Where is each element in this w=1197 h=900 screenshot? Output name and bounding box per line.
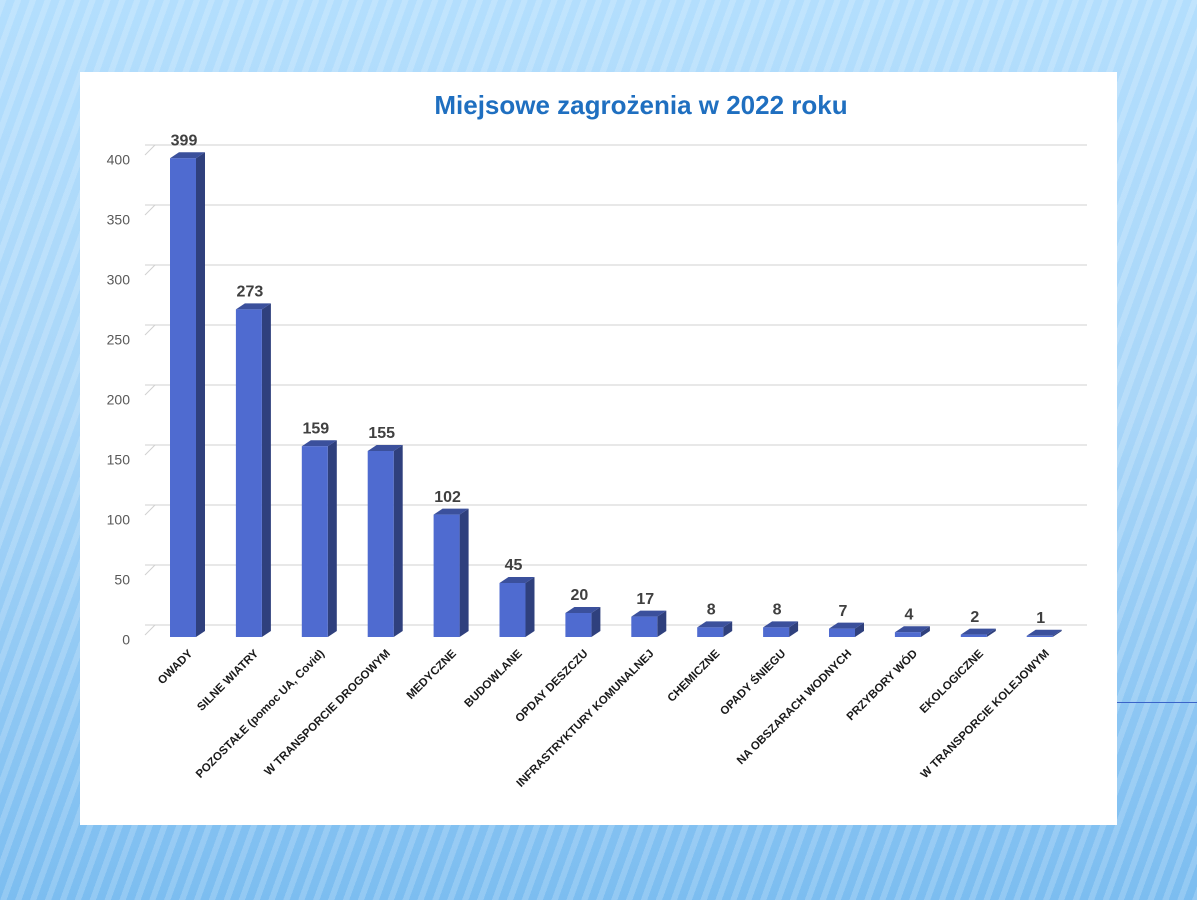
bar (763, 627, 790, 637)
x-tick-label: INFRASTRYKTURY KOMUNALNEJ (515, 648, 657, 790)
x-tick-label: OPDAY DESZCZU (513, 648, 590, 725)
x-tick-label: W TRANSPORCIE DROGOWYM (263, 648, 393, 778)
y-tick-label: 300 (107, 272, 131, 288)
bar-top (763, 621, 799, 628)
data-label: 273 (237, 284, 264, 301)
bar-top (367, 445, 403, 451)
bar-side (723, 621, 733, 637)
grid-line (144, 264, 156, 276)
bar (697, 627, 724, 637)
bar-top (894, 626, 930, 633)
bar (829, 628, 855, 637)
grid-line (144, 144, 156, 156)
bar-top (960, 628, 996, 635)
bar (1026, 635, 1053, 637)
data-label: 159 (302, 420, 329, 437)
grid-line (144, 384, 156, 396)
x-tick-label: NA OBSZARACH WODNYCH (735, 648, 854, 767)
bar-top (565, 607, 601, 613)
data-label: 45 (505, 557, 523, 574)
data-label: 102 (434, 489, 461, 506)
y-tick-label: 100 (107, 512, 131, 528)
x-tick-label: PRZYBORY WÓD (844, 647, 920, 723)
bar (235, 309, 262, 637)
data-label: 155 (368, 425, 395, 442)
data-label: 399 (171, 132, 198, 149)
bar-side (459, 508, 469, 637)
data-label: 1 (1036, 610, 1045, 627)
bar-side (393, 445, 403, 637)
bar-top (235, 303, 271, 310)
x-tick-label: BUDOWLANE (463, 648, 525, 710)
bar-top (631, 610, 667, 617)
bar-side (196, 152, 205, 637)
bar-top (1026, 629, 1062, 636)
data-label: 20 (571, 587, 589, 604)
bar (301, 446, 328, 637)
grid-line (144, 204, 156, 216)
bar-top (829, 622, 864, 629)
bar-top (433, 508, 469, 515)
x-tick-label: W TRANSPORCIE KOLEJOWYM (919, 648, 1052, 781)
bar (631, 616, 658, 637)
data-label: 4 (904, 606, 913, 623)
x-tick-label: POZOSTAŁE (pomoc UA, Covid) (194, 648, 327, 781)
bar-side (327, 440, 337, 637)
data-label: 2 (970, 609, 979, 626)
bar-side (261, 303, 271, 637)
decor-line (1117, 702, 1197, 703)
bar-side (789, 621, 799, 637)
bar-side (855, 622, 864, 637)
data-label: 8 (707, 602, 716, 619)
data-label: 17 (636, 591, 654, 608)
bar-side (525, 577, 535, 637)
grid-line (144, 324, 156, 336)
grid-line (144, 444, 156, 456)
x-tick-label: EKOLOGICZNE (918, 648, 986, 716)
x-tick-label: SILNE WIATRY (195, 648, 261, 714)
bar (565, 613, 592, 637)
bar (499, 583, 526, 637)
bar-top (697, 621, 733, 628)
bar (894, 632, 921, 637)
x-tick-label: MEDYCZNE (405, 648, 459, 702)
chart-title: Miejsowe zagrożenia w 2022 roku (434, 90, 847, 120)
bar (170, 158, 196, 637)
y-tick-label: 0 (122, 632, 130, 648)
bar-side (591, 607, 601, 637)
bar-side (920, 626, 930, 637)
y-tick-label: 150 (107, 452, 131, 468)
bar-top (301, 440, 337, 447)
y-tick-label: 50 (114, 572, 130, 588)
grid-line (144, 504, 156, 516)
y-tick-label: 250 (107, 332, 131, 348)
y-tick-label: 350 (107, 212, 131, 228)
bar-side (1052, 629, 1062, 637)
bar-side (986, 628, 996, 637)
bar-top (499, 577, 535, 583)
x-tick-label: OWADY (156, 648, 195, 687)
grid-line (144, 624, 156, 636)
bar-side (657, 610, 667, 637)
x-tick-label: OPADY ŚNIEGU (718, 647, 789, 718)
grid-line (144, 564, 156, 576)
bar-top (170, 152, 205, 159)
bar (433, 514, 460, 637)
data-label: 7 (839, 603, 848, 620)
bar (960, 634, 987, 637)
data-label: 8 (773, 602, 782, 619)
y-tick-label: 200 (107, 392, 131, 408)
y-tick-label: 400 (107, 152, 131, 168)
bar (367, 451, 394, 637)
x-tick-label: CHEMICZNE (666, 648, 723, 705)
